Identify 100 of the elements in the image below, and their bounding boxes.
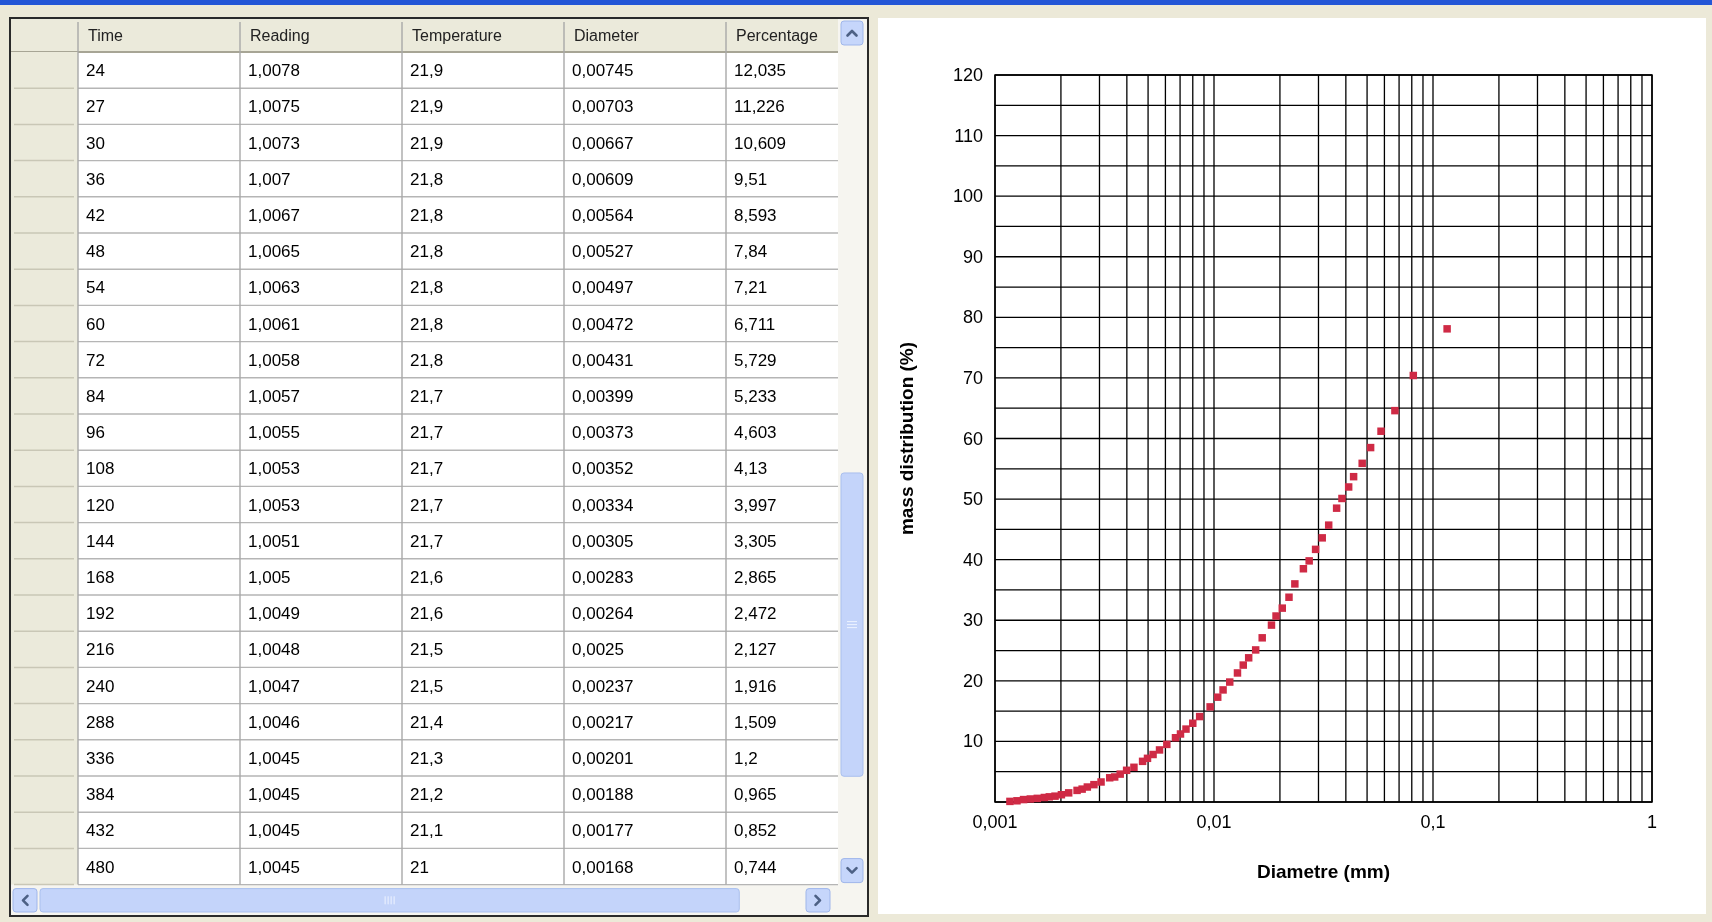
text: 0,00217 — [572, 712, 634, 732]
text: 1,0063 — [248, 278, 300, 298]
text: 21,7 — [410, 531, 444, 551]
y-tick-label: 50 — [962, 489, 983, 510]
text: 1,2 — [734, 748, 758, 768]
text: 21 — [410, 857, 429, 877]
text: 21,6 — [410, 567, 444, 587]
text: 54 — [86, 278, 105, 298]
y-tick-label: 90 — [962, 246, 983, 267]
text: 1,0055 — [248, 423, 300, 443]
text: 21,8 — [410, 169, 444, 189]
text: 0,00564 — [572, 205, 634, 225]
text: 0,0025 — [572, 640, 624, 660]
point — [1332, 504, 1341, 512]
text: 21,8 — [410, 350, 444, 370]
text: 0,965 — [734, 785, 777, 805]
text: 21,8 — [410, 205, 444, 225]
text: 0,852 — [734, 821, 777, 841]
text: 0,744 — [734, 857, 777, 877]
text: 36 — [86, 169, 105, 189]
point — [1083, 783, 1092, 791]
text: 21,9 — [410, 133, 444, 153]
y-tick-label: 10 — [962, 731, 983, 752]
text: 0,00168 — [572, 857, 634, 877]
text: 21,5 — [410, 676, 444, 696]
text: 5,729 — [734, 350, 777, 370]
point — [1278, 604, 1287, 612]
point — [1051, 792, 1059, 800]
text: 384 — [86, 785, 115, 805]
y-tick-label: 100 — [952, 186, 983, 207]
text: 21,4 — [410, 712, 444, 732]
text: 21,8 — [410, 278, 444, 298]
point — [1344, 483, 1353, 491]
y-tick-label: 110 — [954, 125, 983, 146]
text: 0,00399 — [572, 386, 634, 406]
point — [1272, 612, 1280, 620]
text: 21,2 — [410, 785, 444, 805]
text: 0,00177 — [572, 821, 634, 841]
text: 1,916 — [734, 676, 777, 696]
point — [1064, 789, 1073, 797]
text: 0,00188 — [572, 785, 634, 805]
text: 1,509 — [734, 712, 777, 732]
point — [1251, 646, 1260, 654]
category-label: Reading — [250, 27, 310, 44]
text: 42 — [86, 205, 105, 225]
text: 108 — [86, 459, 115, 479]
text: 0,00237 — [572, 676, 634, 696]
point — [1305, 557, 1313, 565]
text: 96 — [86, 423, 105, 443]
category-label: Temperature — [412, 27, 502, 44]
text: 21,7 — [410, 495, 444, 515]
x-tick-label: 0,01 — [1196, 812, 1232, 832]
text: 21,7 — [410, 423, 444, 443]
y-tick-label: 40 — [962, 549, 983, 570]
text: 1,0049 — [248, 604, 300, 624]
text: 30 — [86, 133, 105, 153]
text: 12,035 — [734, 61, 786, 81]
text: 21,1 — [410, 821, 444, 841]
text: 21,9 — [410, 61, 444, 81]
text: 60 — [86, 314, 105, 334]
text: 0,00472 — [572, 314, 634, 334]
text: 9,51 — [734, 169, 768, 189]
text: 120 — [86, 495, 115, 515]
text: 2,472 — [734, 604, 777, 624]
point — [1318, 534, 1326, 542]
text: 1,0067 — [248, 205, 300, 225]
text: 168 — [86, 567, 115, 587]
text: 1,0045 — [248, 821, 300, 841]
text: 4,603 — [734, 423, 777, 443]
text: 4,13 — [734, 459, 768, 479]
text: 432 — [86, 821, 115, 841]
text: 2,865 — [734, 567, 777, 587]
y-tick-label: 60 — [962, 428, 983, 449]
text: 21,8 — [410, 314, 444, 334]
text: 1,0048 — [248, 640, 300, 660]
text: 216 — [86, 640, 115, 660]
text: 192 — [86, 604, 115, 624]
text: 1,007 — [248, 169, 291, 189]
y-tick-label: 70 — [962, 367, 983, 388]
text: 240 — [86, 676, 115, 696]
text: 1,0045 — [248, 785, 300, 805]
point — [1338, 494, 1346, 503]
text: 6,711 — [734, 314, 776, 334]
category-label: Percentage — [736, 27, 818, 44]
point — [1097, 778, 1105, 786]
x-tick-label: 1 — [1646, 812, 1658, 832]
category-label: Diameter — [574, 27, 640, 44]
text: 21,3 — [410, 748, 444, 768]
text: 0,00497 — [572, 278, 634, 298]
point — [1324, 521, 1333, 529]
text: 1,0073 — [248, 133, 300, 153]
x-axis-title: Diametre (mm) — [1256, 861, 1391, 882]
point — [1239, 661, 1247, 669]
text: 3,997 — [734, 495, 777, 515]
text: 336 — [86, 748, 115, 768]
point — [1233, 669, 1242, 677]
text: 1,0053 — [248, 459, 300, 479]
point — [1226, 678, 1234, 686]
point — [1090, 780, 1098, 789]
point — [1291, 580, 1299, 588]
